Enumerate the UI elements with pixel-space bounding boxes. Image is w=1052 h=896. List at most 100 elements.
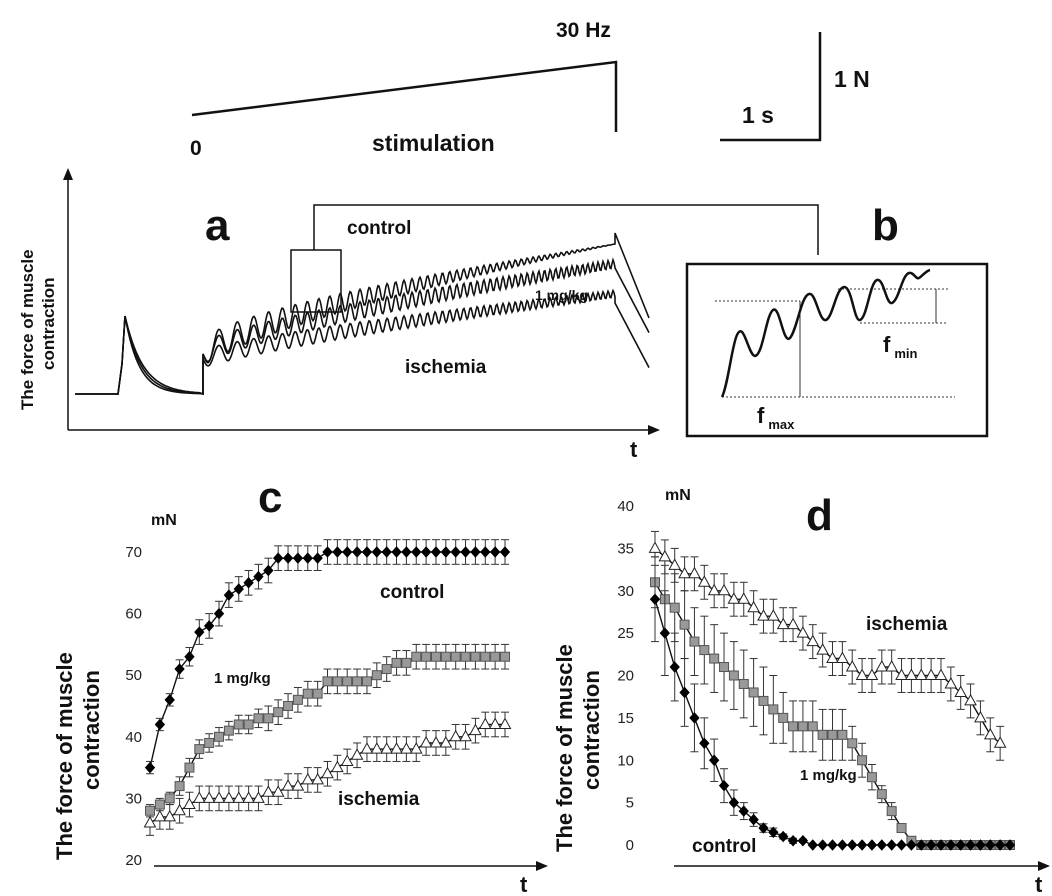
- data-point-diamond: [302, 552, 313, 564]
- panel-b-fmax-sub: max: [768, 417, 795, 432]
- data-point-triangle: [914, 668, 928, 680]
- data-point-square: [460, 651, 471, 662]
- data-point-diamond: [499, 546, 511, 558]
- stimulation-end-label: 30 Hz: [556, 19, 611, 42]
- data-point-diamond: [837, 839, 848, 851]
- data-point-diamond: [817, 839, 828, 851]
- series-ischemia: [648, 530, 1007, 761]
- data-point-square: [748, 687, 759, 698]
- y-tick-label: 20: [617, 668, 634, 685]
- data-point-square: [223, 725, 234, 736]
- data-point-square: [421, 651, 432, 662]
- data-point-triangle: [757, 609, 770, 621]
- data-point-square: [788, 721, 799, 732]
- data-point-square: [847, 738, 858, 749]
- data-point-triangle: [331, 760, 344, 773]
- data-point-triangle: [737, 592, 751, 604]
- stimulation-ramp: [191, 60, 618, 132]
- y-tick-label: 50: [125, 667, 142, 684]
- data-point-diamond: [381, 546, 392, 558]
- data-point-square: [164, 793, 175, 804]
- y-tick-label: 30: [125, 790, 142, 807]
- data-point-triangle: [478, 717, 492, 729]
- panel-a-y-label-line2: contraction: [39, 277, 58, 370]
- data-point-square: [233, 719, 244, 730]
- panel-b-fmin-label: f min: [883, 332, 917, 361]
- data-point-diamond: [371, 546, 382, 558]
- data-point-triangle: [688, 566, 701, 579]
- data-point-square: [450, 651, 461, 662]
- panel-c-x-arrow: [536, 861, 548, 871]
- data-point-square: [292, 694, 303, 705]
- trace-ischemia: [75, 288, 650, 396]
- data-point-square: [440, 651, 451, 662]
- data-point-diamond: [312, 552, 323, 564]
- data-point-diamond: [699, 737, 710, 750]
- trace-1mgkg: [75, 257, 650, 396]
- data-point-diamond: [748, 813, 759, 826]
- data-point-square: [669, 602, 680, 613]
- data-point-diamond: [144, 761, 156, 774]
- data-point-square: [204, 737, 215, 748]
- data-point-square: [391, 657, 402, 668]
- data-point-square: [194, 744, 205, 755]
- panel-c-label-control: control: [380, 582, 444, 603]
- data-point-diamond: [866, 839, 878, 851]
- data-point-diamond: [174, 663, 185, 675]
- data-point-square: [817, 729, 828, 740]
- data-point-triangle: [153, 809, 167, 822]
- data-point-square: [243, 719, 254, 730]
- data-point-triangle: [697, 575, 711, 587]
- panel-c-label-ischemia: ischemia: [338, 789, 420, 810]
- data-point-square: [480, 651, 491, 662]
- data-point-square: [866, 772, 877, 783]
- data-point-triangle: [340, 754, 354, 766]
- data-point-square: [342, 676, 353, 687]
- data-point-diamond: [778, 830, 789, 843]
- data-point-triangle: [380, 742, 394, 754]
- data-point-triangle: [252, 791, 265, 803]
- data-point-square: [263, 713, 274, 724]
- data-point-diamond: [906, 839, 917, 851]
- panel-c-unit: mN: [151, 512, 177, 529]
- panel-b-trace: [720, 268, 931, 398]
- data-point-triangle: [400, 742, 413, 754]
- data-point-square: [174, 781, 185, 792]
- data-point-square: [886, 806, 897, 817]
- data-point-triangle: [895, 668, 908, 680]
- panel-b-letter: b: [872, 201, 899, 250]
- data-point-diamond: [659, 627, 671, 639]
- data-point-square: [490, 651, 501, 662]
- data-point-diamond: [154, 718, 166, 731]
- data-point-square: [401, 657, 412, 668]
- panel-b-fmax-main: f: [757, 403, 765, 428]
- panel-d-label-1mgkg: 1 mg/kg: [800, 767, 857, 784]
- data-point-diamond: [489, 546, 501, 558]
- data-point-triangle: [301, 772, 315, 785]
- data-point-triangle: [360, 742, 374, 754]
- panel-d-x-label: t: [1035, 872, 1043, 896]
- data-point-diamond: [955, 839, 966, 851]
- series-1-mg-kg: [145, 643, 510, 818]
- data-point-square: [253, 713, 264, 724]
- data-point-square: [430, 651, 441, 662]
- data-point-triangle: [836, 651, 849, 664]
- data-point-square: [778, 712, 789, 723]
- data-point-diamond: [708, 754, 720, 766]
- data-point-diamond: [213, 607, 225, 620]
- data-point-diamond: [164, 694, 175, 706]
- data-point-square: [214, 731, 225, 742]
- data-point-diamond: [233, 583, 244, 595]
- data-point-diamond: [273, 552, 284, 564]
- data-point-triangle: [865, 668, 879, 680]
- panel-d-label-ischemia: ischemia: [866, 614, 948, 635]
- data-point-square: [332, 676, 343, 687]
- data-point-triangle: [163, 809, 177, 822]
- data-point-diamond: [460, 546, 471, 558]
- data-point-diamond: [758, 822, 769, 834]
- data-point-diamond: [689, 712, 700, 724]
- y-tick-label: 60: [125, 606, 142, 623]
- data-point-triangle: [498, 717, 512, 729]
- series-control: [649, 556, 1016, 851]
- scale-bar-force-label: 1 N: [834, 66, 870, 92]
